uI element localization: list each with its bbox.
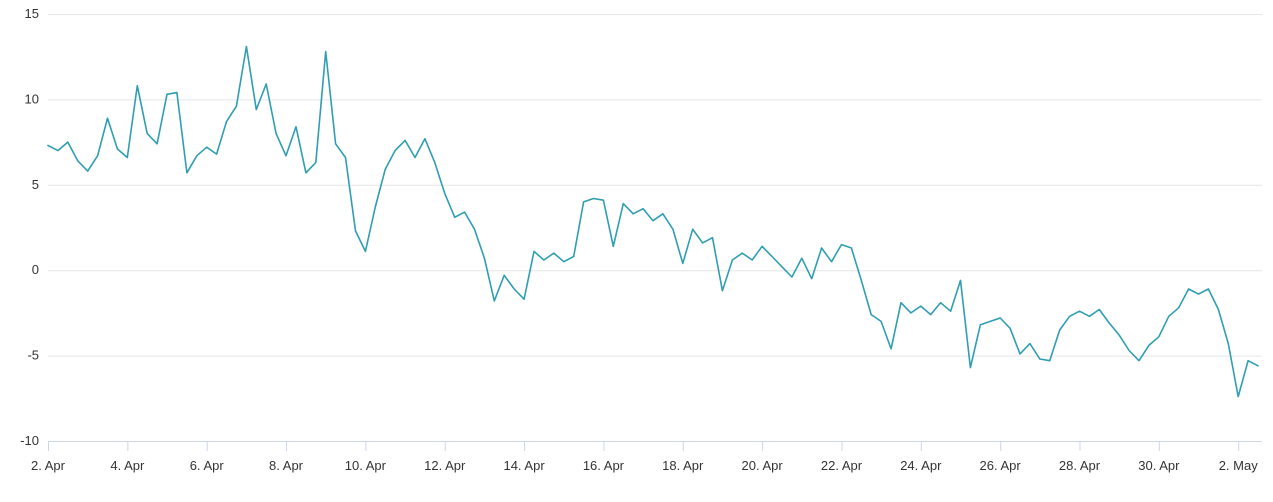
x-axis-label: 26. Apr [980, 458, 1022, 473]
x-axis-label: 14. Apr [503, 458, 545, 473]
x-axis-label: 12. Apr [424, 458, 466, 473]
x-axis-label: 10. Apr [345, 458, 387, 473]
x-axis-label: 22. Apr [821, 458, 863, 473]
y-axis-label: 0 [32, 262, 39, 277]
x-axis-label: 28. Apr [1059, 458, 1101, 473]
x-axis-label: 20. Apr [742, 458, 784, 473]
x-axis-label: 4. Apr [110, 458, 145, 473]
y-axis-labels-group: 15 10 5 0 -5 -10 [20, 6, 39, 448]
x-axis-label: 30. Apr [1138, 458, 1180, 473]
x-axis-label: 6. Apr [190, 458, 225, 473]
y-axis-label: 5 [32, 177, 39, 192]
y-axis-label: -5 [27, 348, 39, 363]
x-axis-label: 8. Apr [269, 458, 304, 473]
x-axis-label: 2. May [1219, 458, 1259, 473]
x-axis-label: 18. Apr [662, 458, 704, 473]
y-axis-label: -10 [20, 433, 39, 448]
x-axis-label: 24. Apr [900, 458, 942, 473]
y-axis-label: 10 [25, 91, 39, 106]
y-axis-label: 15 [25, 6, 39, 21]
series-line [47, 45, 1259, 398]
x-axis-label: 16. Apr [583, 458, 625, 473]
gridlines-group [48, 14, 1262, 357]
x-axis-label: 2. Apr [31, 458, 66, 473]
x-axis-labels-group: 2. Apr 4. Apr 6. Apr 8. Apr 10. Apr 12. Apr 14… [31, 458, 1258, 473]
x-axis-ticks-group [48, 441, 1240, 451]
